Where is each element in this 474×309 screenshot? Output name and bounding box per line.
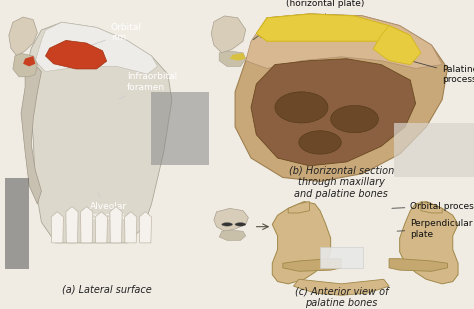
Polygon shape — [66, 206, 78, 243]
Text: Infraorbital
foramen: Infraorbital foramen — [119, 72, 177, 99]
Ellipse shape — [235, 223, 246, 226]
Polygon shape — [288, 201, 310, 213]
FancyBboxPatch shape — [152, 92, 213, 165]
Polygon shape — [125, 212, 137, 243]
Polygon shape — [235, 14, 447, 181]
Text: Palatine
process: Palatine process — [413, 61, 474, 84]
Text: (b) Horizontal section
through maxillary
and palatine bones: (b) Horizontal section through maxillary… — [289, 166, 394, 199]
Polygon shape — [283, 259, 341, 271]
Text: Perpendicular
plate: Perpendicular plate — [397, 219, 473, 239]
Polygon shape — [51, 212, 64, 243]
Polygon shape — [25, 22, 172, 243]
Text: Orbital process: Orbital process — [392, 201, 474, 211]
Polygon shape — [246, 14, 442, 69]
Polygon shape — [256, 14, 410, 41]
Polygon shape — [230, 53, 246, 61]
Text: Orbital
rim: Orbital rim — [79, 23, 142, 50]
Polygon shape — [293, 279, 389, 295]
Polygon shape — [400, 201, 458, 284]
Polygon shape — [35, 22, 157, 74]
Polygon shape — [219, 230, 246, 240]
Text: (c) Anterior view of
palatine bones: (c) Anterior view of palatine bones — [294, 286, 388, 308]
Polygon shape — [110, 206, 122, 243]
FancyBboxPatch shape — [394, 123, 474, 177]
Polygon shape — [13, 53, 37, 77]
Polygon shape — [211, 16, 246, 53]
Polygon shape — [95, 212, 108, 243]
Polygon shape — [421, 201, 442, 213]
FancyBboxPatch shape — [5, 178, 29, 269]
Ellipse shape — [222, 223, 232, 226]
Polygon shape — [81, 206, 93, 243]
Polygon shape — [23, 56, 35, 66]
Polygon shape — [46, 40, 107, 69]
FancyBboxPatch shape — [320, 247, 363, 268]
Text: Palatine bone
(horizontal plate): Palatine bone (horizontal plate) — [286, 0, 365, 23]
Ellipse shape — [299, 131, 341, 154]
Polygon shape — [219, 51, 246, 66]
Polygon shape — [9, 17, 37, 56]
Polygon shape — [139, 212, 152, 243]
Polygon shape — [373, 26, 421, 65]
Polygon shape — [389, 259, 447, 271]
Polygon shape — [251, 59, 416, 166]
Polygon shape — [272, 201, 331, 284]
Text: (a) Lateral surface: (a) Lateral surface — [62, 284, 152, 294]
Ellipse shape — [275, 92, 328, 123]
Ellipse shape — [331, 105, 378, 133]
Polygon shape — [21, 61, 41, 204]
Text: Alveolar
process: Alveolar process — [91, 193, 128, 222]
Polygon shape — [214, 208, 248, 231]
